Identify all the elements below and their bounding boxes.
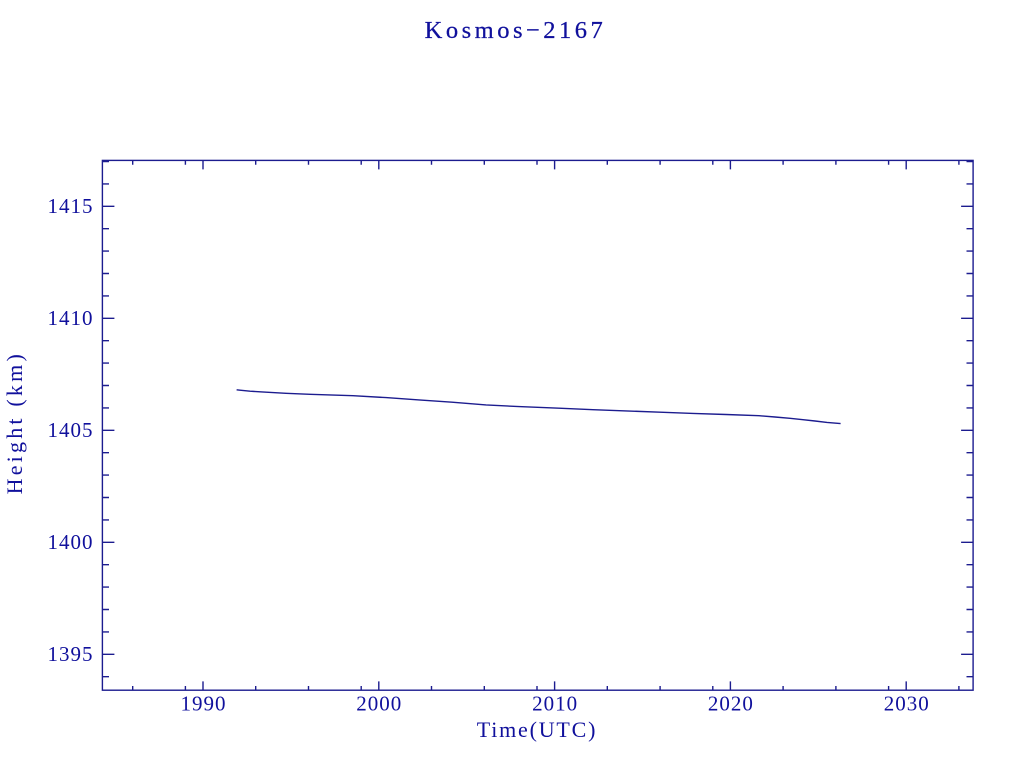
svg-text:Kosmos−2167: Kosmos−2167 <box>425 17 607 44</box>
svg-text:Time(UTC): Time(UTC) <box>477 717 598 742</box>
svg-text:1410: 1410 <box>48 306 94 330</box>
svg-text:2010: 2010 <box>532 692 578 716</box>
svg-text:1400: 1400 <box>48 530 94 554</box>
svg-text:2030: 2030 <box>884 692 930 716</box>
svg-text:1990: 1990 <box>181 692 227 716</box>
svg-text:2020: 2020 <box>708 692 754 716</box>
svg-text:1405: 1405 <box>48 418 94 442</box>
svg-text:2000: 2000 <box>356 692 402 716</box>
svg-text:1415: 1415 <box>48 194 94 218</box>
svg-text:1395: 1395 <box>48 642 94 666</box>
svg-text:Height (km): Height (km) <box>2 351 27 494</box>
